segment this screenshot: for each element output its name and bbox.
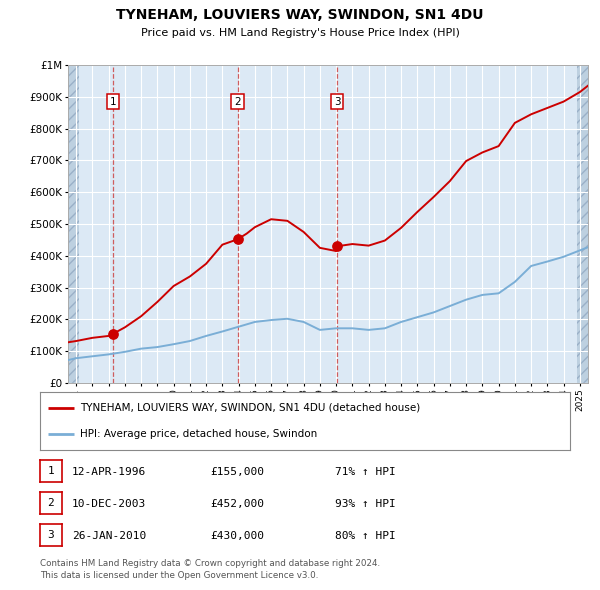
Point (332, 241, 342, 251)
Text: £155,000: £155,000 (210, 467, 264, 477)
Text: £430,000: £430,000 (210, 531, 264, 541)
Text: HPI: Average price, detached house, Swindon: HPI: Average price, detached house, Swin… (80, 430, 317, 440)
Text: £452,000: £452,000 (210, 499, 264, 509)
Text: Contains HM Land Registry data © Crown copyright and database right 2024.
This d: Contains HM Land Registry data © Crown c… (40, 559, 380, 580)
Text: 10-DEC-2003: 10-DEC-2003 (72, 499, 146, 509)
Text: Price paid vs. HM Land Registry's House Price Index (HPI): Price paid vs. HM Land Registry's House … (140, 28, 460, 38)
Text: 80% ↑ HPI: 80% ↑ HPI (335, 531, 396, 541)
Text: 93% ↑ HPI: 93% ↑ HPI (335, 499, 396, 509)
Text: 12-APR-1996: 12-APR-1996 (72, 467, 146, 477)
Text: 2: 2 (47, 498, 55, 508)
Bar (68, 65, 79, 383)
Point (233, 235, 242, 244)
Text: TYNEHAM, LOUVIERS WAY, SWINDON, SN1 4DU: TYNEHAM, LOUVIERS WAY, SWINDON, SN1 4DU (116, 8, 484, 22)
Bar (577, 65, 588, 383)
Text: 3: 3 (47, 530, 55, 540)
Text: 1: 1 (110, 97, 116, 107)
Text: 3: 3 (334, 97, 341, 107)
Text: 26-JAN-2010: 26-JAN-2010 (72, 531, 146, 541)
Text: TYNEHAM, LOUVIERS WAY, SWINDON, SN1 4DU (detached house): TYNEHAM, LOUVIERS WAY, SWINDON, SN1 4DU … (80, 402, 420, 412)
Point (109, 329, 118, 339)
Text: 2: 2 (235, 97, 241, 107)
Text: 1: 1 (47, 466, 55, 476)
Text: 71% ↑ HPI: 71% ↑ HPI (335, 467, 396, 477)
